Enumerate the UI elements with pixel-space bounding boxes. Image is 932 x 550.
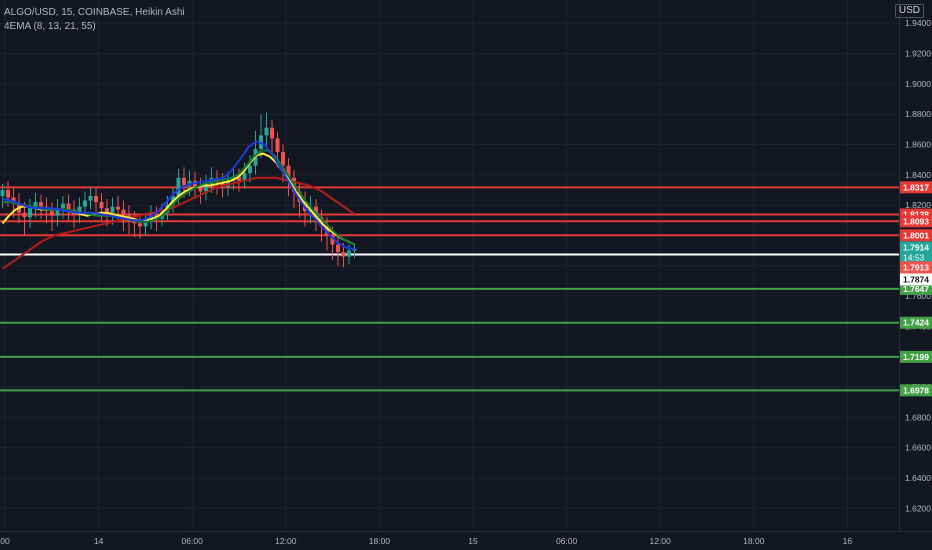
time-tick-label: 18:00 <box>369 536 391 546</box>
time-tick-label: 18:00 <box>743 536 765 546</box>
price-tick-label: 1.8800 <box>905 109 931 119</box>
candle-body <box>138 223 142 227</box>
candle-body <box>187 180 192 186</box>
candle-body <box>28 208 32 218</box>
time-tick-label: 00 <box>0 536 10 546</box>
support-price-tag-bg <box>900 316 932 329</box>
candle-body <box>66 203 71 210</box>
candle-body <box>143 221 148 227</box>
resistance-price-tag-bg <box>900 229 932 242</box>
resistance-price-tag: 1.8093 <box>903 216 929 226</box>
candle-body <box>50 211 54 216</box>
candle-body <box>176 177 181 196</box>
resistance-price-tag: 1.8138 <box>903 209 929 219</box>
candle-body <box>116 206 120 210</box>
price-tick-label: 1.6800 <box>905 412 931 422</box>
candle-body <box>0 189 5 196</box>
support-price-tag: 1.6978 <box>903 385 929 395</box>
candle-body <box>264 127 269 136</box>
chart-legend: ALGO/USD, 15, COINBASE, Heikin Ashi 4EMA… <box>4 6 185 34</box>
candle-body <box>237 176 241 181</box>
candle-body <box>99 202 104 209</box>
time-tick-label: 12:00 <box>650 536 672 546</box>
last-price-tag-bg <box>900 241 932 264</box>
candle-body <box>77 206 82 215</box>
price-tick-label: 1.7600 <box>905 291 931 301</box>
candle-body <box>94 195 98 203</box>
price-tick-label: 1.8200 <box>905 200 931 210</box>
candle-body <box>204 183 208 192</box>
candle-body <box>270 127 274 139</box>
candle-body <box>39 202 43 207</box>
down-price-tag-bg <box>900 261 932 274</box>
price-tick-label: 1.6600 <box>905 443 931 453</box>
time-tick-label: 14 <box>94 536 104 546</box>
candle-body <box>83 200 87 207</box>
resistance-price-tag: 1.8001 <box>903 230 929 240</box>
candle-body <box>330 235 335 245</box>
candle-body <box>88 195 93 201</box>
price-tick-label: 1.9400 <box>905 18 931 28</box>
ema-lines <box>1 140 356 270</box>
candle-body <box>22 212 27 218</box>
time-tick-label: 06:00 <box>556 536 578 546</box>
candle-body <box>347 250 351 257</box>
current-price-tag: 1.7874 <box>903 274 929 284</box>
candle-body <box>341 252 346 257</box>
countdown-label: 14:53 <box>903 252 925 262</box>
support-price-tag-bg <box>900 384 932 397</box>
symbol-title[interactable]: ALGO/USD, 15, COINBASE, Heikin Ashi <box>4 7 185 18</box>
time-tick-label: 06:00 <box>182 536 204 546</box>
resistance-price-tag-bg <box>900 215 932 228</box>
price-tick-label: 1.9200 <box>905 49 931 59</box>
candle-body <box>110 206 115 213</box>
price-tick-label: 1.6200 <box>905 503 931 513</box>
current-price-tag-bg <box>900 273 932 286</box>
horizontal-levels <box>0 186 899 392</box>
candle-body <box>281 152 285 166</box>
candle-body <box>55 208 60 216</box>
price-tick-label: 1.9000 <box>905 79 931 89</box>
candle-body <box>248 165 252 174</box>
resistance-price-tag: 1.8317 <box>903 182 929 192</box>
candle-body <box>105 208 109 213</box>
time-tick-label: 15 <box>468 536 478 546</box>
price-tick-label: 1.8400 <box>905 170 931 180</box>
candle-body <box>61 203 65 209</box>
price-tick-label: 1.6400 <box>905 473 931 483</box>
candle-body <box>352 249 357 251</box>
candle-body <box>336 244 340 253</box>
time-tick-label: 12:00 <box>275 536 297 546</box>
down-price-tag: 1.7913 <box>903 262 929 272</box>
candle-body <box>242 173 247 181</box>
ema-slow-line <box>1 176 356 270</box>
price-tick-label: 1.8600 <box>905 139 931 149</box>
candle-body <box>198 186 203 192</box>
candle-body <box>182 177 186 186</box>
candle-body <box>286 165 291 178</box>
support-price-tag-bg <box>900 350 932 363</box>
candle-body <box>275 138 280 153</box>
support-price-tag: 1.7424 <box>903 318 929 328</box>
indicator-title[interactable]: 4EMA (8, 13, 21, 55) <box>4 21 96 32</box>
time-tick-label: 16 <box>843 536 853 546</box>
support-price-tag: 1.7199 <box>903 352 929 362</box>
support-price-tag-bg <box>900 282 932 295</box>
candle-body <box>220 182 225 187</box>
currency-button[interactable]: USD <box>894 4 924 18</box>
ema-fast-line <box>2 140 355 251</box>
candle-body <box>121 209 126 216</box>
candle-body <box>33 202 38 209</box>
candle-body <box>6 189 10 198</box>
resistance-price-tag-bg <box>900 181 932 194</box>
last-price-tag: 1.7914 <box>903 242 929 252</box>
support-price-tag: 1.7647 <box>903 284 929 294</box>
time-axis[interactable]: 00 14 06:00 12:00 18:00 15 06:00 12:00 18:00 16 <box>0 536 852 546</box>
